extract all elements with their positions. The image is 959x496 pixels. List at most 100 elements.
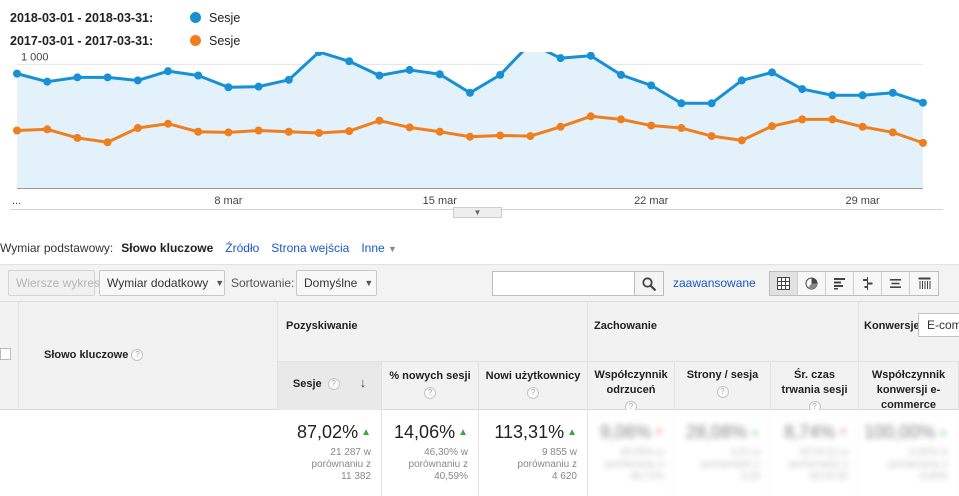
data-point bbox=[435, 70, 444, 79]
column-header-label: Nowi użytkownicy bbox=[485, 370, 581, 382]
dimension-more-label: Inne bbox=[361, 241, 385, 255]
data-point bbox=[345, 57, 354, 66]
data-point bbox=[103, 73, 112, 82]
select-all-checkbox[interactable] bbox=[0, 348, 11, 360]
trend-up-icon: ▲ bbox=[750, 427, 760, 438]
column-header-ecommerce-conversion-rate[interactable]: Współczynnik konwersji e-commerce? bbox=[859, 362, 959, 429]
help-icon[interactable]: ? bbox=[424, 387, 436, 400]
totals-row bbox=[0, 410, 959, 496]
comparison-view-icon bbox=[863, 277, 873, 290]
performance-view-button[interactable] bbox=[826, 272, 854, 295]
data-point bbox=[194, 127, 203, 136]
total-comparison-text: 00:03:30 bbox=[809, 471, 848, 482]
total-comparison-text: 4 620 bbox=[551, 471, 577, 482]
conversions-group-title: Konwersje bbox=[864, 320, 920, 332]
total-comparison-text: 21 287 w bbox=[330, 447, 371, 458]
column-header-bounce-rate[interactable]: Współczynnik odrzuceń? bbox=[588, 362, 675, 414]
column-header-label: Śr. czas trwania sesji bbox=[781, 369, 848, 396]
conversions-group-header: Konwersje bbox=[859, 301, 959, 362]
data-point bbox=[345, 127, 354, 136]
column-header-pages-per-session[interactable]: Strony / sesja? bbox=[675, 362, 771, 410]
total-comparison-text: porównaniu z bbox=[408, 459, 468, 470]
primary-dimension-bar: Wymiar podstawowy: Słowo kluczowe Źródło… bbox=[0, 241, 397, 255]
help-icon[interactable]: ? bbox=[716, 386, 729, 399]
advanced-filter-link[interactable]: zaawansowane bbox=[673, 276, 756, 290]
data-point bbox=[677, 99, 686, 108]
help-icon[interactable]: ? bbox=[327, 378, 340, 391]
column-header-sessions[interactable]: Sesje? ↓ bbox=[278, 362, 382, 410]
sort-type-dropdown[interactable]: Domyślne ▼ bbox=[296, 270, 377, 296]
table-header bbox=[0, 301, 959, 410]
trend-down-icon: ▼ bbox=[838, 427, 848, 438]
data-point bbox=[617, 115, 625, 124]
data-point bbox=[284, 75, 293, 84]
legend-row-current[interactable]: 2018-03-01 - 2018-03-31: Sesje bbox=[10, 6, 240, 29]
conversion-type-select[interactable]: E-commerce bbox=[918, 313, 959, 337]
data-point bbox=[496, 131, 505, 140]
primary-dimension-label: Wymiar podstawowy: bbox=[0, 241, 114, 255]
total-comparison-text: 11 382 bbox=[341, 471, 371, 482]
dimension-source-link[interactable]: Źródło bbox=[225, 241, 260, 255]
data-point bbox=[73, 73, 82, 82]
y-tick-label: 1 000 bbox=[21, 52, 49, 63]
secondary-dimension-dropdown[interactable]: Wymiar dodatkowy ▼ bbox=[99, 270, 225, 296]
total-comparison-text: porównaniu z bbox=[700, 459, 760, 470]
table-search-input[interactable] bbox=[492, 271, 635, 296]
pie-view-button[interactable] bbox=[798, 272, 826, 295]
comparison-view-button[interactable] bbox=[854, 272, 882, 295]
chart-expand-button[interactable]: ▼ bbox=[453, 207, 502, 218]
column-header-avg-session-duration[interactable]: Śr. czas trwania sesji? bbox=[771, 362, 859, 414]
data-point bbox=[586, 112, 595, 121]
total-change-value: 9,06% bbox=[600, 422, 652, 442]
column-header-new-users[interactable]: Nowi użytkownicy? bbox=[479, 362, 588, 410]
total-change-value: 113,31% bbox=[494, 422, 565, 442]
total-comparison-text: 00:03:11 w bbox=[799, 447, 848, 458]
secondary-dimension-label: Wymiar dodatkowy bbox=[107, 276, 209, 290]
data-point bbox=[768, 68, 776, 77]
data-point bbox=[768, 122, 776, 131]
table-view-icon bbox=[777, 277, 790, 290]
acquisition-group-title: Pozyskiwanie bbox=[286, 320, 358, 332]
acquisition-group-header: Pozyskiwanie bbox=[278, 301, 588, 362]
data-point bbox=[919, 98, 927, 107]
plot-rows-label: Wiersze wykresu bbox=[16, 276, 107, 290]
legend-label-current: Sesje bbox=[209, 10, 241, 25]
data-point bbox=[315, 128, 323, 137]
table-view-button[interactable] bbox=[770, 272, 798, 295]
total-comparison-text: porównaniu z bbox=[311, 459, 371, 470]
x-tick-label: 15 mar bbox=[423, 195, 458, 207]
x-tick-label: 8 mar bbox=[214, 195, 242, 207]
total-cell-bounce-rate: 9,06% ▼ 40,05% w porównaniu z 36,72% bbox=[588, 410, 675, 496]
data-point bbox=[73, 133, 82, 142]
plot-rows-button[interactable]: Wiersze wykresu bbox=[8, 270, 107, 296]
total-cell-ecommerce-conversion-rate: 100,00% ▲ 0,00% w porównaniu z 0,00% bbox=[859, 410, 959, 496]
column-header-label: % nowych sesji bbox=[389, 370, 471, 382]
keyword-header[interactable]: Słowo kluczowe ? bbox=[44, 348, 144, 363]
data-point bbox=[194, 71, 203, 80]
trend-down-icon: ▼ bbox=[654, 427, 664, 438]
keyword-header-label: Słowo kluczowe bbox=[44, 349, 129, 361]
legend-row-previous[interactable]: 2017-03-01 - 2017-03-31: Sesje bbox=[10, 29, 240, 52]
total-comparison-text: 9 855 w bbox=[541, 447, 577, 458]
search-button[interactable] bbox=[635, 271, 664, 296]
total-cell-new-sessions-pct: 14,06% ▲ 46,30% w porównaniu z 40,59% bbox=[382, 410, 479, 496]
help-icon[interactable]: ? bbox=[527, 387, 539, 400]
data-point bbox=[284, 127, 293, 136]
data-point bbox=[254, 82, 263, 91]
term-cloud-view-button[interactable] bbox=[882, 272, 910, 295]
column-header-label: Sesje bbox=[292, 378, 322, 390]
total-comparison-text: 4,21 w bbox=[730, 447, 760, 458]
help-icon[interactable]: ? bbox=[131, 349, 144, 362]
data-point bbox=[858, 91, 867, 100]
dimension-landing-page-link[interactable]: Strona wejścia bbox=[271, 241, 350, 255]
column-header-new-sessions-pct[interactable]: % nowych sesji? bbox=[382, 362, 479, 410]
data-point bbox=[375, 116, 384, 125]
sort-descending-icon[interactable]: ↓ bbox=[359, 375, 367, 390]
table-view-switcher bbox=[769, 271, 939, 296]
total-comparison-text: porównaniu z bbox=[888, 459, 948, 470]
total-cell-avg-session-duration: 8,74% ▼ 00:03:11 w porównaniu z 00:03:30 bbox=[771, 410, 859, 496]
pivot-view-button[interactable] bbox=[910, 272, 938, 295]
dimension-more-dropdown[interactable]: Inne ▼ bbox=[361, 241, 397, 255]
